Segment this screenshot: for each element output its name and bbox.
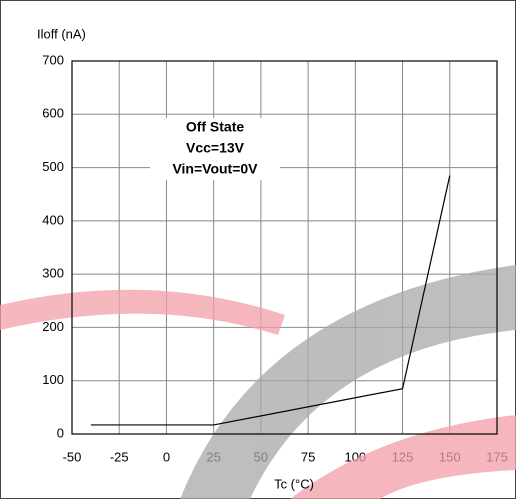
y-tick-label: 700 [42,52,64,67]
y-tick-label: 300 [42,266,64,281]
annotation: Vin=Vout=0V [172,161,258,177]
x-tick-label: -50 [63,449,82,464]
y-tick-label: 200 [42,319,64,334]
y-tick-label: 600 [42,106,64,121]
x-tick-label: 0 [163,449,170,464]
x-axis-label: Tc (°C) [274,476,314,491]
x-tick-label: -25 [110,449,129,464]
annotation: Vcc=13V [186,140,245,156]
plot-frame [71,60,498,435]
watermark [0,265,516,499]
plot: Off State Vcc=13V Vin=Vout=0V [71,60,498,435]
y-tick-label: 500 [42,159,64,174]
annotation: Off State [186,119,245,135]
y-axis-label: Iloff (nA) [37,26,86,41]
x-tick-label: 75 [301,449,315,464]
y-tick-label: 0 [57,425,64,440]
annotation-box [150,118,280,180]
y-tick-label: 400 [42,212,64,227]
y-tick-label: 100 [42,372,64,387]
data-line [90,175,451,426]
